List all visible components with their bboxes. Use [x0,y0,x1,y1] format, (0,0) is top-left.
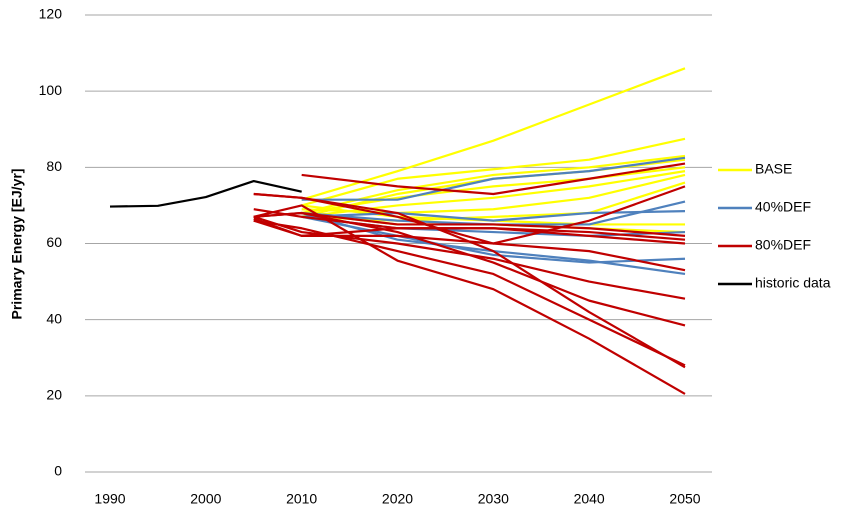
x-tick-label: 2050 [669,491,700,507]
x-tick-label: 2000 [190,491,221,507]
y-tick-label: 40 [46,310,62,326]
y-tick-label: 100 [39,82,63,98]
series-line [253,217,686,272]
series-line [253,204,686,395]
x-tick-label: 2010 [286,491,317,507]
series-line [253,219,686,245]
y-tick-label: 20 [46,387,62,403]
y-tick-label: 0 [54,463,62,479]
series-line [301,170,686,218]
legend-label: 80%DEF [755,237,811,253]
series-line [301,181,686,222]
series-line [253,215,686,300]
y-axis-label: Primary Energy [EJ/yr] [9,169,25,320]
series-line [301,154,686,215]
series-line [301,173,686,215]
y-tick-label: 80 [46,158,62,174]
legend-label: BASE [755,161,792,177]
series-line [301,210,686,222]
x-tick-label: 2030 [478,491,509,507]
y-tick-label: 60 [46,234,62,250]
series-line [253,192,686,369]
series-line [301,162,686,196]
series-line [253,219,686,367]
x-tick-label: 1990 [94,491,125,507]
x-tick-label: 2020 [382,491,413,507]
legend-label: 40%DEF [755,199,811,215]
series-line [301,156,686,201]
series-line [301,166,686,215]
series-line [301,67,686,201]
series-line [301,137,686,207]
series-line [109,179,302,208]
x-tick-label: 2040 [574,491,605,507]
series-line [253,211,686,327]
legend-label: historic data [755,275,831,291]
y-tick-label: 120 [39,6,63,22]
series-line [301,215,686,264]
